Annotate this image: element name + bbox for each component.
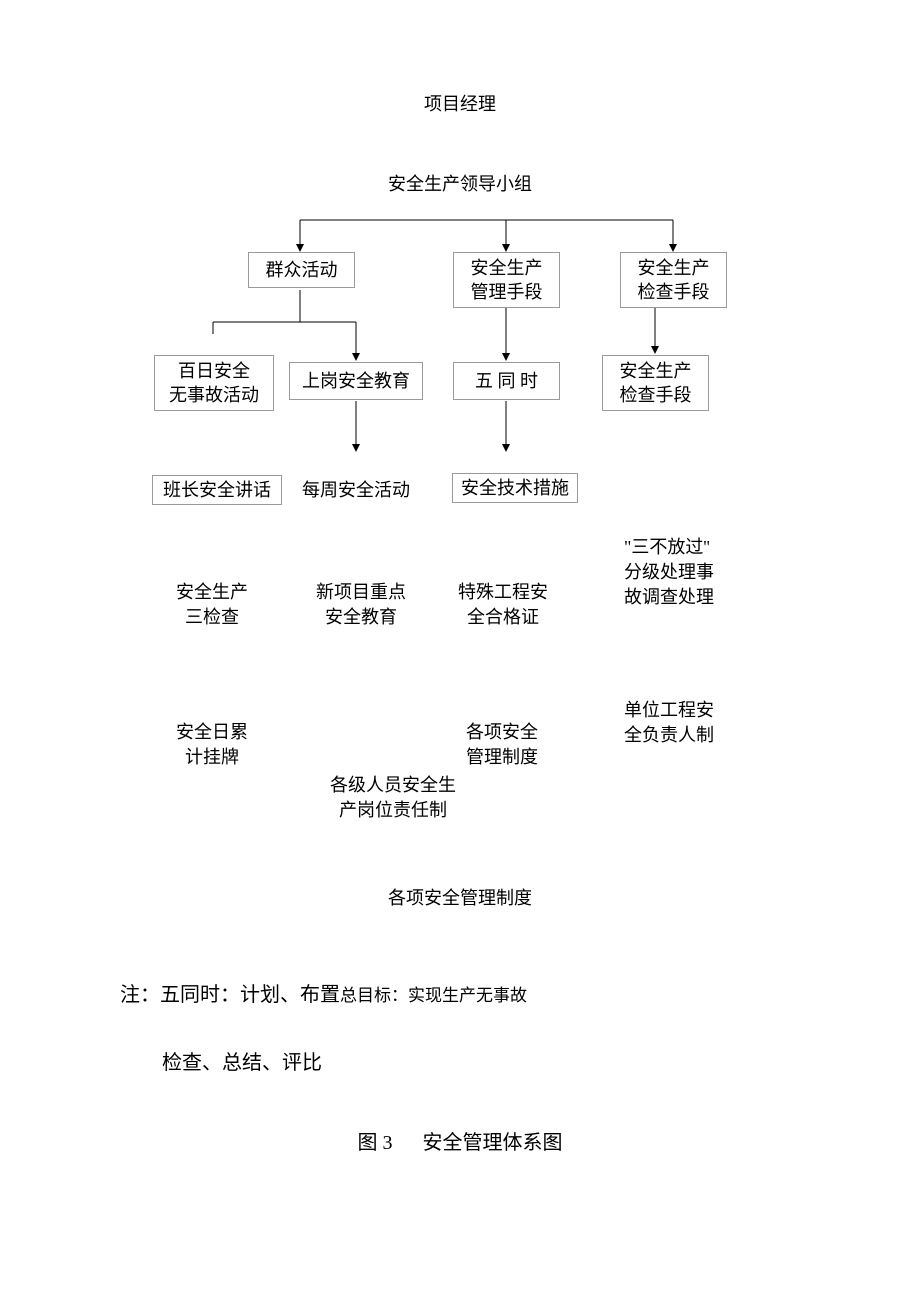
box-safety-inspect-means: 安全生产 检查手段: [620, 252, 727, 308]
label-daily-board: 安全日累 计挂牌: [176, 720, 248, 770]
label-three-inspections: 安全生产 三检查: [176, 580, 248, 630]
footer-note-line1a: 注：五同时：计划、布置: [120, 984, 340, 1006]
label-three-no-pass: "三不放过'' 分级处理事 故调查处理: [624, 535, 714, 611]
box-safety-mgmt-means: 安全生产 管理手段: [453, 252, 560, 308]
label-new-project-edu: 新项目重点 安全教育: [316, 580, 406, 630]
box-mass-activity: 群众活动: [248, 252, 355, 288]
node-safety-leading-group: 安全生产领导小组: [0, 172, 920, 197]
box-team-leader-talk: 班长安全讲话: [152, 475, 282, 505]
footer-note-line2: 检查、总结、评比: [162, 1048, 322, 1078]
label-safety-mgmt-rules: 各项安全 管理制度: [466, 720, 538, 770]
figure-caption-text: 安全管理体系图: [423, 1132, 563, 1154]
label-post-responsibility: 各级人员安全生 产岗位责任制: [330, 773, 456, 823]
label-unit-responsible: 单位工程安 全负责人制: [624, 698, 714, 748]
label-special-project-cert: 特殊工程安 全合格证: [458, 580, 548, 630]
label-all-safety-rules: 各项安全管理制度: [0, 886, 920, 911]
box-safety-inspect-means-2: 安全生产 检查手段: [602, 355, 709, 411]
footer-note-line1b: 总目标：实现生产无事故: [340, 986, 527, 1005]
figure-caption-num: 图 3: [358, 1132, 393, 1154]
node-project-manager: 项目经理: [0, 92, 920, 117]
box-safety-tech-measure: 安全技术措施: [452, 473, 578, 503]
label-weekly-activity: 每周安全活动: [302, 478, 410, 503]
footer-note-line1: 注：五同时：计划、布置总目标：实现生产无事故: [120, 980, 527, 1010]
box-five-same-time: 五 同 时: [453, 362, 560, 400]
figure-caption: 图 3 安全管理体系图: [0, 1128, 920, 1158]
box-onduty-edu: 上岗安全教育: [289, 362, 423, 400]
box-100day-safety: 百日安全 无事故活动: [154, 355, 274, 411]
